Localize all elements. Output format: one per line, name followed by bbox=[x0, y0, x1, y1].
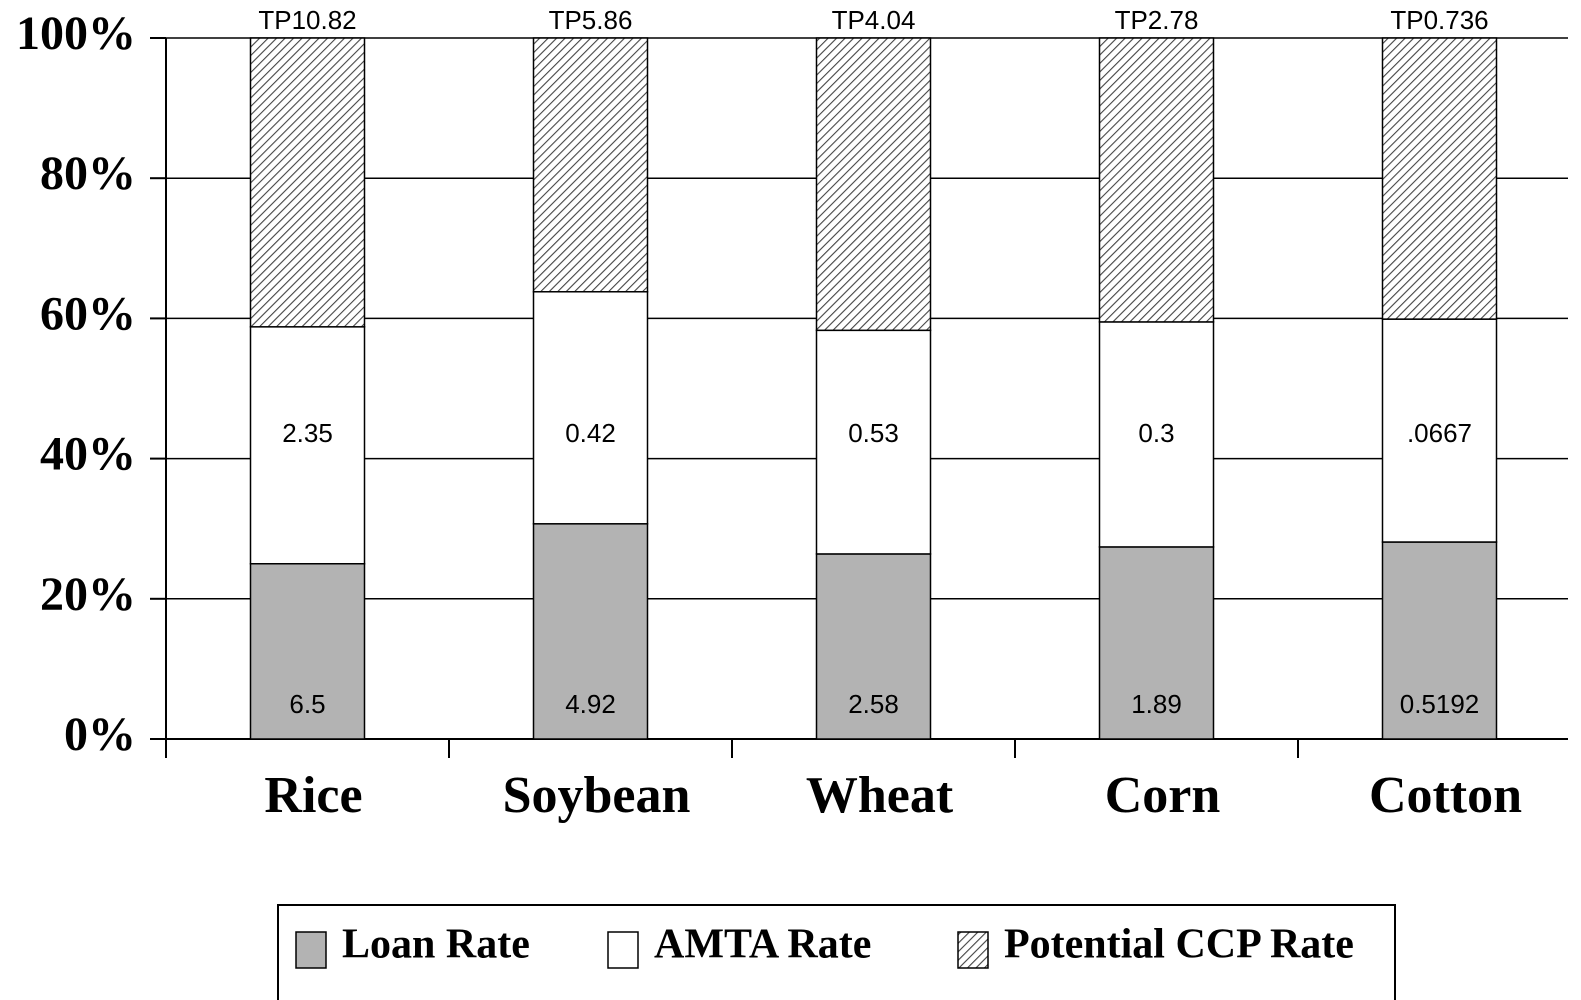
legend-swatch bbox=[957, 931, 989, 969]
x-tick-label: Cotton bbox=[1369, 767, 1522, 824]
total-label: TP2.78 bbox=[1115, 5, 1199, 35]
bar-segment bbox=[249, 37, 366, 328]
total-label: TP0.736 bbox=[1390, 5, 1488, 35]
bar-segment bbox=[815, 329, 932, 555]
data-label: 0.53 bbox=[848, 418, 899, 448]
bar-segment bbox=[1381, 318, 1498, 543]
data-label: 0.3 bbox=[1138, 418, 1174, 448]
total-label: TP4.04 bbox=[832, 5, 916, 35]
total-label: TP5.86 bbox=[549, 5, 633, 35]
bar-segment bbox=[249, 326, 366, 565]
data-label: 4.92 bbox=[565, 689, 616, 719]
legend-box bbox=[277, 904, 1396, 1000]
bar-segment bbox=[1098, 546, 1215, 740]
legend-label: Loan Rate bbox=[342, 922, 530, 968]
legend-label: Potential CCP Rate bbox=[1004, 922, 1354, 968]
bar-segment bbox=[1098, 321, 1215, 548]
bar-segment bbox=[1098, 37, 1215, 323]
bar-segment bbox=[532, 291, 649, 525]
bar-segment bbox=[532, 523, 649, 740]
data-label: .0667 bbox=[1407, 418, 1472, 448]
bar-segment bbox=[815, 553, 932, 740]
y-tick-label: 60% bbox=[40, 287, 136, 340]
total-label: TP10.82 bbox=[258, 5, 356, 35]
data-label: 1.89 bbox=[1131, 689, 1182, 719]
x-tick-label: Corn bbox=[1105, 767, 1221, 824]
data-label: 2.35 bbox=[282, 418, 333, 448]
y-tick-label: 20% bbox=[40, 568, 136, 621]
bar-segment bbox=[532, 37, 649, 293]
bar-segment bbox=[249, 563, 366, 740]
data-label: 0.5192 bbox=[1400, 689, 1480, 719]
data-label: 2.58 bbox=[848, 689, 899, 719]
bar-segment bbox=[815, 37, 932, 332]
data-label: 0.42 bbox=[565, 418, 616, 448]
legend-swatch bbox=[295, 931, 327, 969]
y-tick-label: 0% bbox=[64, 708, 136, 761]
x-tick-label: Soybean bbox=[503, 767, 691, 824]
data-label: 6.5 bbox=[289, 689, 325, 719]
bar-segment bbox=[1381, 37, 1498, 320]
bar-segment bbox=[1381, 541, 1498, 740]
legend-label: AMTA Rate bbox=[654, 922, 871, 968]
x-tick-label: Rice bbox=[264, 767, 362, 824]
y-tick-label: 100% bbox=[16, 7, 136, 60]
x-tick-label: Wheat bbox=[806, 767, 954, 824]
legend-swatch bbox=[607, 931, 639, 969]
y-tick-label: 40% bbox=[40, 428, 136, 481]
y-tick-label: 80% bbox=[40, 147, 136, 200]
